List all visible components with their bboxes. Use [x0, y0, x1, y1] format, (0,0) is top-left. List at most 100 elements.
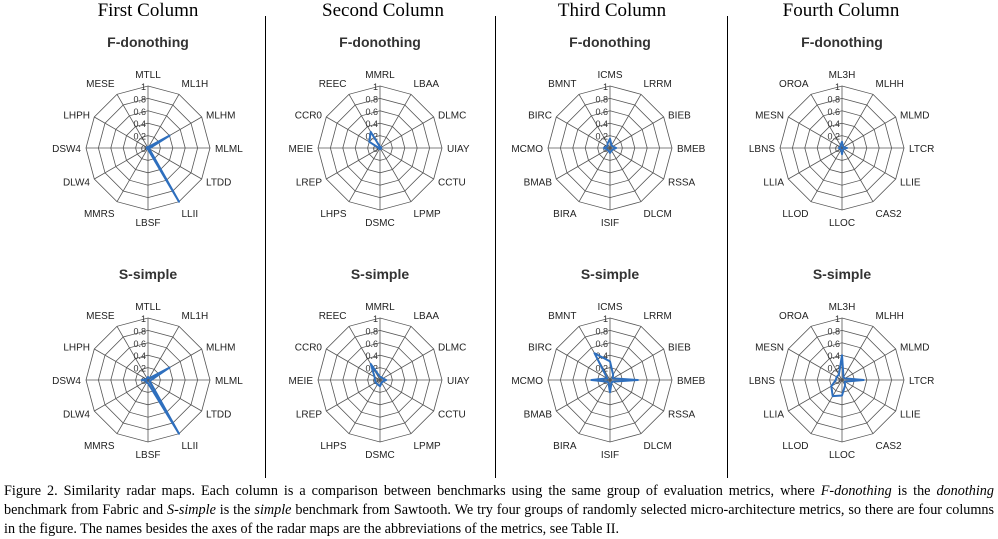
- column-title-1: First Column: [97, 0, 199, 21]
- radar-tick-label: 0.4: [133, 351, 146, 361]
- radar-axis-label: LLII: [182, 441, 199, 452]
- radar-axis-label: LLOD: [782, 209, 808, 220]
- radar-axis-label: OROA: [779, 79, 809, 90]
- radar-axis-label: LTCR: [909, 144, 934, 155]
- radar-spoke: [556, 147, 611, 180]
- radar-axis-label: LBAA: [414, 311, 440, 322]
- radar-tick-label: 0.8: [133, 94, 146, 104]
- radar-axis-label: MEIE: [289, 376, 314, 387]
- radar-spoke: [841, 116, 896, 149]
- radar-spoke: [147, 379, 202, 412]
- radar-tick-label: 1: [141, 82, 146, 92]
- radar-axis-label: LLOD: [782, 441, 808, 452]
- caption-text: is the: [891, 483, 937, 499]
- radar-tick-label: 1: [141, 314, 146, 324]
- radar-axis-label: ML3H: [829, 302, 856, 313]
- radar-axis-label: MEIE: [289, 144, 314, 155]
- radar-tick-label: 0.4: [827, 351, 840, 361]
- radar-spoke: [147, 147, 202, 180]
- radar-axis-label: MLHH: [876, 79, 904, 90]
- column-divider: [265, 16, 266, 478]
- radar-spoke: [841, 379, 896, 412]
- radar-spoke: [326, 348, 381, 381]
- radar-axis-label: MTLL: [135, 302, 161, 313]
- radar-axis-label: MLHM: [206, 343, 235, 354]
- radar-spoke: [379, 147, 412, 202]
- radar-series-line: [837, 140, 848, 156]
- radar-axis-label: LLOC: [829, 218, 855, 229]
- radar-axis-label: UIAY: [447, 376, 470, 387]
- radar-axis-label: MMRL: [365, 302, 395, 313]
- radar-spoke: [94, 348, 149, 381]
- radar-tick-label: 1: [603, 82, 608, 92]
- radar-axis-label: BMAB: [524, 178, 553, 189]
- radar-axis-label: LRRM: [644, 79, 672, 90]
- radar-spoke: [578, 94, 611, 149]
- radar-axis-label: MLHM: [206, 111, 235, 122]
- radar-tick-label: 1: [835, 82, 840, 92]
- radar-spoke: [556, 116, 611, 149]
- caption-text: Figure 2. Similarity radar maps. Each co…: [4, 483, 821, 499]
- radar-axis-label: LHPS: [320, 209, 346, 220]
- radar-tick-label: 0.4: [365, 351, 378, 361]
- radar-spoke: [609, 326, 642, 381]
- radar-spoke: [609, 94, 642, 149]
- radar-axis-label: LBAA: [414, 79, 440, 90]
- radar-spoke: [94, 116, 149, 149]
- radar-spoke: [609, 116, 664, 149]
- radar-axis-label: MMRS: [84, 441, 115, 452]
- radar-tick-label: 0.8: [365, 94, 378, 104]
- radar-axis-label: LLIA: [763, 178, 784, 189]
- radar-spoke: [379, 379, 434, 412]
- radar-axis-label: DLCM: [644, 209, 672, 220]
- radar-spoke: [348, 379, 381, 434]
- radar-tick-label: 0.8: [133, 326, 146, 336]
- radar-axis-label: MESN: [755, 111, 784, 122]
- radar-axis-label: MTLL: [135, 70, 161, 81]
- radar-axis-label: BIEB: [668, 111, 691, 122]
- radar-axis-label: DLW4: [63, 410, 90, 421]
- radar-axis-label: BIRA: [553, 209, 577, 220]
- radar-spoke: [147, 94, 180, 149]
- radar-tick-label: 0.6: [365, 107, 378, 117]
- radar-spoke: [379, 326, 412, 381]
- radar-axis-label: DSMC: [365, 218, 394, 229]
- radar-spoke: [116, 147, 149, 202]
- radar-axis-label: DSW4: [52, 376, 81, 387]
- radar-axis-label: LBSF: [135, 450, 160, 461]
- radar-tick-label: 0.2: [595, 132, 608, 142]
- radar-spoke: [379, 348, 434, 381]
- radar-tick-label: 0: [835, 376, 840, 386]
- radar-spoke: [841, 379, 874, 434]
- radar-axis-label: LHPS: [320, 441, 346, 452]
- radar-spoke: [841, 94, 874, 149]
- radar-spoke: [578, 379, 611, 434]
- radar-spoke: [788, 348, 843, 381]
- radar-axis-label: DLMC: [438, 111, 466, 122]
- radar-axis-label: MMRL: [365, 70, 395, 81]
- radar-spoke: [556, 348, 611, 381]
- radar-axis-label: LREP: [296, 410, 322, 421]
- radar-axis-label: REEC: [319, 311, 347, 322]
- radar-axis-label: ML3H: [829, 70, 856, 81]
- column-title-2: Second Column: [322, 0, 444, 21]
- radar-series-line: [140, 366, 180, 435]
- caption-text: is the: [215, 502, 255, 518]
- radar-tick-label: 0.6: [595, 339, 608, 349]
- column-title-3: Third Column: [557, 0, 667, 21]
- radar-axis-label: DSW4: [52, 144, 81, 155]
- radar-axis-label: CCTU: [438, 178, 466, 189]
- radar-axis-label: LPMP: [414, 209, 442, 220]
- radar-spoke: [609, 348, 664, 381]
- radar-axis-label: BMNT: [548, 311, 576, 322]
- radar-spoke: [94, 379, 149, 412]
- radar-axis-label: BIRA: [553, 441, 577, 452]
- radar-axis-label: BIRC: [528, 343, 552, 354]
- radar-axis-label: LBNS: [749, 144, 775, 155]
- radar-spoke: [609, 379, 642, 434]
- radar-tick-label: 0.2: [827, 132, 840, 142]
- radar-axis-label: RSSA: [668, 178, 696, 189]
- radar-axis-label: ML1H: [182, 79, 209, 90]
- caption-italic: simple: [254, 502, 292, 518]
- radar-tick-label: 1: [373, 314, 378, 324]
